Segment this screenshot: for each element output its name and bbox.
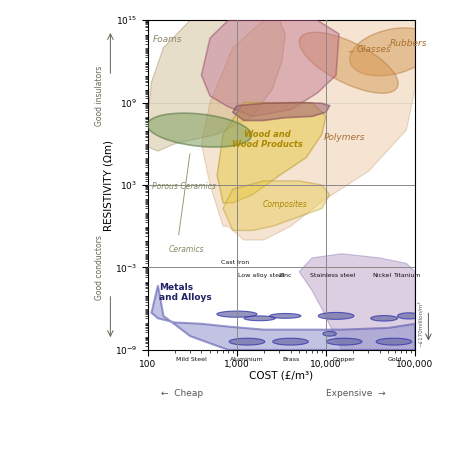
Polygon shape: [229, 338, 265, 345]
Polygon shape: [148, 20, 285, 151]
Text: Rubbers: Rubbers: [390, 39, 427, 48]
Polygon shape: [397, 313, 420, 319]
Polygon shape: [318, 313, 354, 319]
Text: Glasses: Glasses: [357, 44, 391, 54]
X-axis label: COST (£/m³): COST (£/m³): [249, 371, 313, 381]
Polygon shape: [233, 103, 330, 120]
Polygon shape: [217, 103, 326, 203]
Polygon shape: [147, 113, 252, 147]
Text: Wood and
Wood Products: Wood and Wood Products: [232, 130, 303, 150]
Polygon shape: [323, 332, 336, 336]
Text: Gold: Gold: [388, 357, 403, 362]
Polygon shape: [299, 32, 398, 93]
Text: Ceramics: Ceramics: [168, 245, 204, 254]
Text: Copper: Copper: [333, 357, 356, 362]
Polygon shape: [350, 28, 434, 76]
Polygon shape: [273, 338, 308, 345]
Text: Brass: Brass: [282, 357, 299, 362]
Text: Porous Ceramics: Porous Ceramics: [152, 182, 216, 191]
Text: Zinc: Zinc: [279, 273, 292, 278]
Text: ←  Cheap: ← Cheap: [162, 389, 204, 399]
Text: Cast Iron: Cast Iron: [221, 260, 249, 265]
Polygon shape: [270, 313, 301, 318]
Text: Foams: Foams: [153, 35, 183, 44]
Text: Stainless steel: Stainless steel: [310, 273, 356, 278]
Text: Nickel: Nickel: [372, 273, 391, 278]
Text: Mild Steel: Mild Steel: [176, 357, 207, 362]
Polygon shape: [376, 338, 412, 345]
Polygon shape: [244, 316, 275, 321]
Polygon shape: [299, 254, 415, 350]
Text: Expensive  →: Expensive →: [326, 389, 386, 399]
Text: Metals
and Alloys: Metals and Alloys: [159, 283, 212, 302]
Polygon shape: [151, 285, 415, 350]
Text: Titanium: Titanium: [393, 273, 421, 278]
Text: Good conductors: Good conductors: [95, 235, 104, 300]
Polygon shape: [371, 316, 397, 321]
Polygon shape: [202, 20, 339, 116]
Polygon shape: [217, 311, 257, 317]
Text: Low alloy steel: Low alloy steel: [238, 273, 285, 278]
Text: Polymers: Polymers: [324, 133, 365, 142]
Polygon shape: [223, 181, 330, 231]
Y-axis label: RESISTIVITY (Ωm): RESISTIVITY (Ωm): [104, 139, 113, 231]
Polygon shape: [326, 338, 362, 345]
Text: Composites: Composites: [263, 200, 308, 209]
Text: Good insulators: Good insulators: [95, 66, 104, 126]
Text: ~£170million/m³: ~£170million/m³: [418, 300, 423, 347]
Text: Aluminium: Aluminium: [230, 357, 264, 362]
Polygon shape: [202, 20, 415, 240]
